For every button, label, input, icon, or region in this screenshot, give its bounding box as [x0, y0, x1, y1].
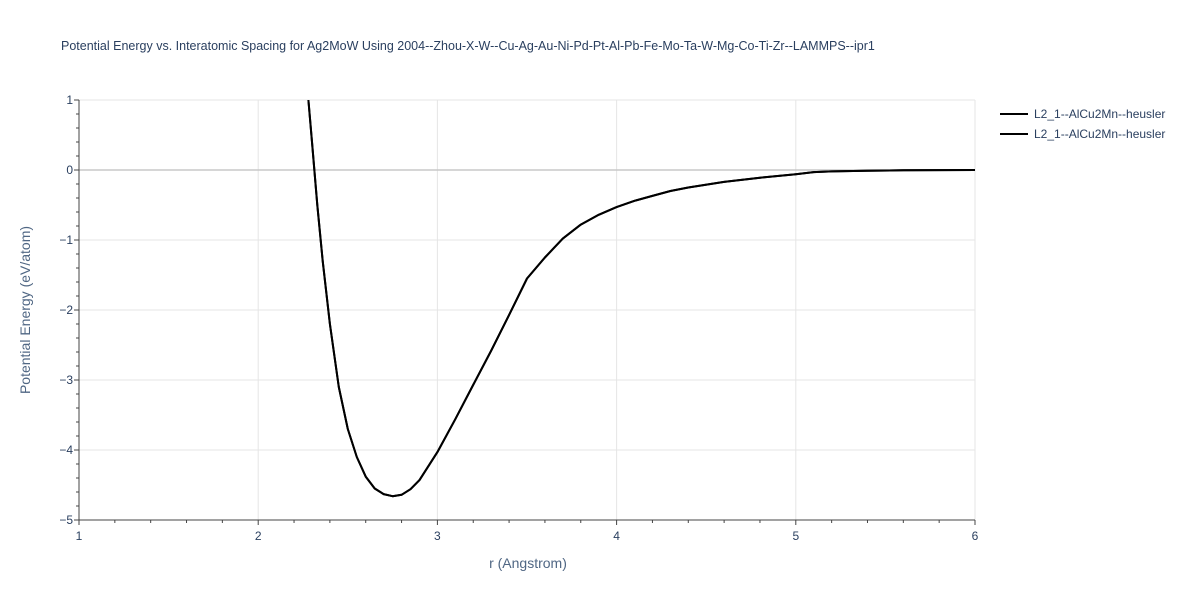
- chart-title: Potential Energy vs. Interatomic Spacing…: [61, 39, 875, 53]
- y-tick-label: 1: [66, 93, 73, 107]
- y-axis-title: Potential Energy (eV/atom): [17, 226, 33, 394]
- y-tick-label: 0: [66, 163, 73, 177]
- legend-item-2[interactable]: L2_1--AlCu2Mn--heusler: [1000, 127, 1165, 141]
- y-tick-label: −2: [59, 303, 73, 317]
- x-tick-label: 5: [792, 529, 799, 543]
- series-line-2: [307, 100, 975, 498]
- series-layer: [307, 100, 975, 498]
- series-line-1: [307, 100, 975, 498]
- axes: [74, 99, 976, 525]
- x-axis-title: r (Angstrom): [489, 555, 567, 571]
- x-tick-label: 2: [255, 529, 262, 543]
- x-tick-label: 4: [613, 529, 620, 543]
- y-tick-label: −1: [59, 233, 73, 247]
- grid: [79, 99, 976, 520]
- legend-item-1[interactable]: L2_1--AlCu2Mn--heusler: [1000, 107, 1165, 121]
- y-tick-label: −3: [59, 373, 73, 387]
- legend-label: L2_1--AlCu2Mn--heusler: [1034, 127, 1165, 141]
- x-tick-label: 3: [434, 529, 441, 543]
- tick-labels: 1 2 3 4 5 6 1 0 −1 −2 −3 −4 −5: [59, 93, 978, 543]
- legend[interactable]: L2_1--AlCu2Mn--heusler L2_1--AlCu2Mn--heu…: [1000, 107, 1165, 141]
- y-tick-label: −4: [59, 443, 73, 457]
- legend-label: L2_1--AlCu2Mn--heusler: [1034, 107, 1165, 121]
- x-tick-label: 1: [76, 529, 83, 543]
- x-tick-label: 6: [972, 529, 979, 543]
- y-tick-label: −5: [59, 513, 73, 527]
